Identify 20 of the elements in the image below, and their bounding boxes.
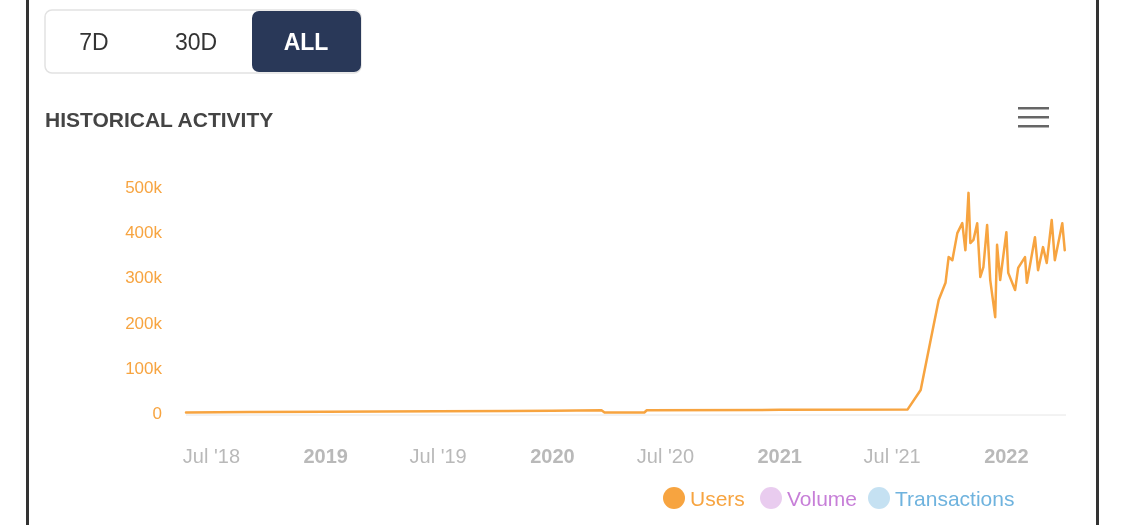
chart-title: HISTORICAL ACTIVITY xyxy=(45,108,274,131)
legend-label: Users xyxy=(690,487,745,510)
y-tick-label: 100k xyxy=(125,358,163,378)
x-tick-label: 2022 xyxy=(984,445,1029,467)
x-tick-label: Jul '18 xyxy=(182,445,241,467)
line-series xyxy=(184,191,1067,414)
legend-label: Transactions xyxy=(895,487,1015,510)
legend-label: Volume xyxy=(787,487,858,510)
x-tick-label: Jul '19 xyxy=(409,445,467,467)
period-selector: 7D 30D ALL xyxy=(44,9,362,74)
x-tick-label: 2021 xyxy=(757,445,802,467)
y-tick-label: 300k xyxy=(125,268,163,288)
x-tick-label: 2020 xyxy=(530,445,575,467)
x-tick-label: 2019 xyxy=(303,445,348,467)
y-tick-label: 500k xyxy=(125,178,163,197)
x-tick-label: Jul '21 xyxy=(863,445,921,467)
y-tick-label: 200k xyxy=(125,313,163,333)
y-tick-label: 400k xyxy=(125,223,163,243)
x-tick-label: Jul '20 xyxy=(636,445,695,467)
y-tick-label: 0 xyxy=(152,404,162,423)
